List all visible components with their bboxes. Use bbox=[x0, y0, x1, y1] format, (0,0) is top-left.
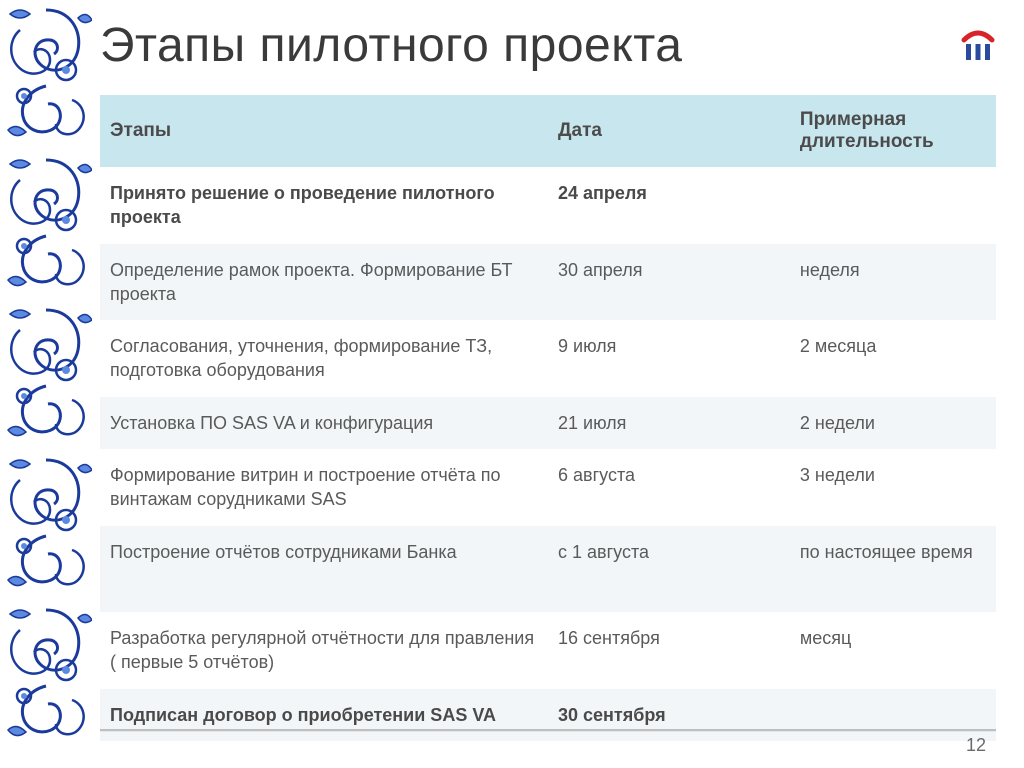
cell-stage: Формирование витрин и построение отчёта … bbox=[100, 449, 548, 526]
table-row: Формирование витрин и построение отчёта … bbox=[100, 449, 996, 526]
table-header-row: Этапы Дата Примерная длительность bbox=[100, 95, 996, 167]
table-row: Построение отчётов сотрудниками Банкас 1… bbox=[100, 526, 996, 612]
cell-stage: Подписан договор о приобретении SAS VA bbox=[100, 689, 548, 741]
cell-date: 24 апреля bbox=[548, 167, 790, 244]
cell-duration: 2 месяца bbox=[790, 320, 996, 397]
slide: Этапы пилотного проекта Этапы Дата Приме… bbox=[0, 0, 1024, 768]
table-row: Подписан договор о приобретении SAS VA30… bbox=[100, 689, 996, 741]
cell-duration: неделя bbox=[790, 244, 996, 321]
footer-divider bbox=[100, 729, 996, 732]
cell-stage: Согласования, уточнения, формирование ТЗ… bbox=[100, 320, 548, 397]
stages-table: Этапы Дата Примерная длительность Принят… bbox=[100, 95, 996, 741]
table-row: Разработка регулярной отчётности для пра… bbox=[100, 612, 996, 689]
title-row: Этапы пилотного проекта bbox=[100, 18, 996, 73]
cell-stage: Построение отчётов сотрудниками Банка bbox=[100, 526, 548, 612]
cell-date: 30 апреля bbox=[548, 244, 790, 321]
cell-duration: 2 недели bbox=[790, 397, 996, 449]
cell-date: 6 августа bbox=[548, 449, 790, 526]
col-date: Дата bbox=[548, 95, 790, 167]
cell-duration: месяц bbox=[790, 612, 996, 689]
table-row: Установка ПО SAS VA и конфигурация21 июл… bbox=[100, 397, 996, 449]
table-row: Определение рамок проекта. Формирование … bbox=[100, 244, 996, 321]
cell-duration bbox=[790, 167, 996, 244]
col-duration: Примерная длительность bbox=[790, 95, 996, 167]
cell-date: 9 июля bbox=[548, 320, 790, 397]
cell-stage: Установка ПО SAS VA и конфигурация bbox=[100, 397, 548, 449]
bank-logo-icon bbox=[960, 30, 996, 62]
cell-stage: Определение рамок проекта. Формирование … bbox=[100, 244, 548, 321]
cell-duration bbox=[790, 689, 996, 741]
cell-duration: по настоящее время bbox=[790, 526, 996, 612]
ornament-strip bbox=[0, 0, 92, 768]
cell-date: 16 сентября bbox=[548, 612, 790, 689]
page-number: 12 bbox=[966, 735, 986, 756]
cell-date: 21 июля bbox=[548, 397, 790, 449]
cell-date: с 1 августа bbox=[548, 526, 790, 612]
cell-date: 30 сентября bbox=[548, 689, 790, 741]
col-stage: Этапы bbox=[100, 95, 548, 167]
cell-stage: Принято решение о проведение пилотного п… bbox=[100, 167, 548, 244]
page-title: Этапы пилотного проекта bbox=[100, 18, 682, 73]
cell-duration: 3 недели bbox=[790, 449, 996, 526]
table-row: Согласования, уточнения, формирование ТЗ… bbox=[100, 320, 996, 397]
cell-stage: Разработка регулярной отчётности для пра… bbox=[100, 612, 548, 689]
table-row: Принято решение о проведение пилотного п… bbox=[100, 167, 996, 244]
content-area: Этапы пилотного проекта Этапы Дата Приме… bbox=[92, 0, 1024, 768]
